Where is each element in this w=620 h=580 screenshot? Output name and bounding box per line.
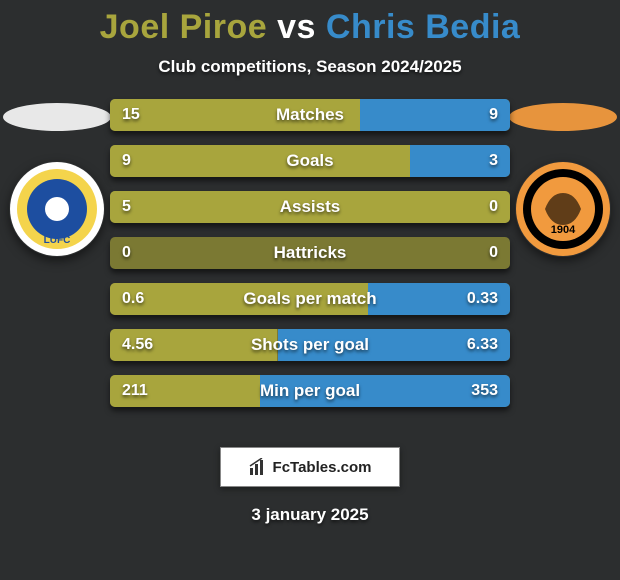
player1-name: Joel Piroe [100,8,268,46]
stat-row: Shots per goal4.56 6.33 [110,329,510,361]
player1-side: LUFC [2,103,112,257]
stat-label: Goals per match [110,283,510,315]
stat-row: Goals9 3 [110,145,510,177]
stat-row: Goals per match0.6 0.33 [110,283,510,315]
stat-value-p2: 9 [489,99,498,131]
stat-value-p1: 0.6 [122,283,144,315]
stat-rows: Matches159Goals93Assists50Hattricks00Goa… [110,99,510,421]
site-badge[interactable]: FcTables.com [220,447,400,487]
stat-label: Matches [110,99,510,131]
player2-name: Chris Bedia [326,8,520,46]
date-text: 3 january 2025 [0,505,620,525]
stat-value-p1: 15 [122,99,140,131]
comparison-chart: LUFC 1904 Matches159Goals93Assists50Hatt… [0,99,620,429]
chart-icon [249,458,267,476]
player1-club-badge: LUFC [9,161,105,257]
stat-value-p2: 0.33 [467,283,498,315]
player1-hat-icon [3,103,111,131]
leeds-badge-icon: LUFC [9,161,105,257]
subtitle: Club competitions, Season 2024/2025 [0,57,620,77]
stat-value-p1: 211 [122,375,148,407]
stat-row: Matches15 9 [110,99,510,131]
stat-value-p2: 3 [489,145,498,177]
stat-row: Assists5 0 [110,191,510,223]
stat-value-p2: 353 [471,375,498,407]
stat-value-p1: 9 [122,145,131,177]
stat-row: Hattricks0 0 [110,237,510,269]
comparison-title: Joel Piroe vs Chris Bedia [0,0,620,47]
stat-value-p1: 5 [122,191,131,223]
player2-club-badge: 1904 [515,161,611,257]
svg-text:LUFC: LUFC [44,235,71,246]
stat-value-p2: 6.33 [467,329,498,361]
stat-value-p2: 0 [489,237,498,269]
stat-value-p1: 4.56 [122,329,153,361]
stat-value-p1: 0 [122,237,131,269]
site-name: FcTables.com [273,459,372,476]
stat-label: Shots per goal [110,329,510,361]
stat-label: Min per goal [110,375,510,407]
stat-label: Hattricks [110,237,510,269]
player2-hat-icon [509,103,617,131]
svg-text:1904: 1904 [551,224,576,236]
stat-label: Assists [110,191,510,223]
vs-text: vs [277,8,316,46]
stat-row: Min per goal211 353 [110,375,510,407]
stat-value-p2: 0 [489,191,498,223]
player2-side: 1904 [508,103,618,257]
hull-badge-icon: 1904 [515,161,611,257]
stat-label: Goals [110,145,510,177]
